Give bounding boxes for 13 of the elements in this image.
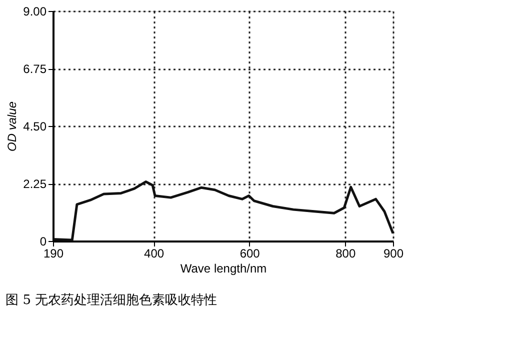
y-tick-label: 9.00	[23, 4, 47, 18]
y-tick-label: 6.75	[23, 62, 47, 76]
x-tick-label: 190	[43, 246, 64, 260]
y-tick-label: 2.25	[23, 177, 47, 191]
y-tick-label: 0	[40, 234, 47, 248]
x-tick-label: 800	[336, 246, 356, 260]
x-axis-title: Wave length/nm	[180, 262, 267, 276]
y-axis-title: OD value	[5, 101, 20, 152]
y-tick-label: 4.50	[23, 120, 47, 134]
text: 图 5 无农药处理活细胞色素吸收特性	[6, 293, 218, 308]
x-tick-label: 900	[383, 246, 404, 260]
x-tick-label: 400	[144, 246, 164, 260]
x-tick-label: 600	[240, 246, 260, 260]
